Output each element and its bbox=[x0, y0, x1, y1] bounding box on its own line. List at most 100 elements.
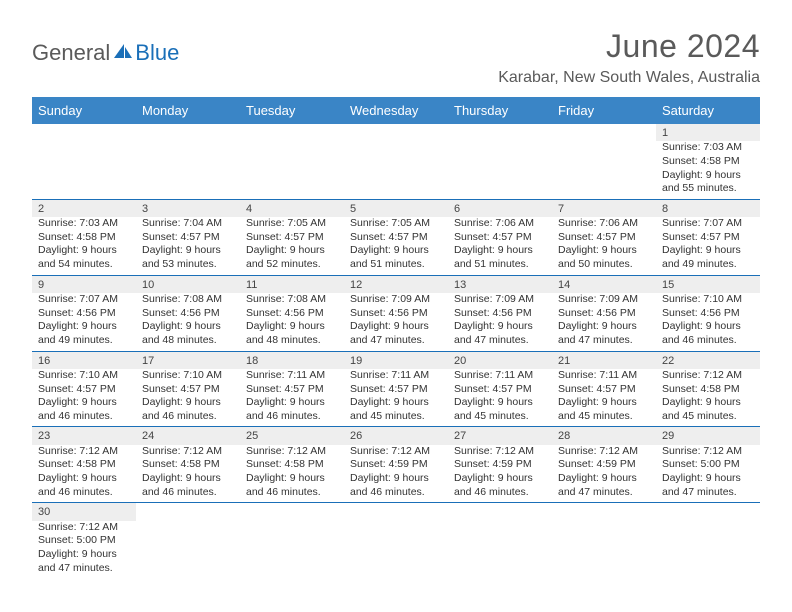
day-info-cell: Sunrise: 7:12 AMSunset: 4:59 PMDaylight:… bbox=[552, 445, 656, 503]
week-info-row: Sunrise: 7:07 AM Sunset: 4:56 PM Daylight:… bbox=[32, 293, 760, 351]
daylight-text: Daylight: 9 hours and 47 minutes. bbox=[350, 320, 442, 347]
day-number-cell: 10 bbox=[136, 275, 240, 293]
sunrise-text: Sunrise: 7:08 AM bbox=[142, 293, 234, 307]
sunrise-text: Sunrise: 7:05 AM bbox=[350, 217, 442, 231]
sunset-text: Sunset: 4:57 PM bbox=[142, 231, 234, 245]
day-info-cell: Sunrise: 7:12 AMSunset: 4:58 PMDaylight:… bbox=[656, 369, 760, 427]
sunset-text: Sunset: 4:57 PM bbox=[38, 383, 130, 397]
day-number-cell bbox=[240, 503, 344, 521]
sunset-text: Sunset: 4:58 PM bbox=[662, 383, 754, 397]
weekday-header-row: SundayMondayTuesdayWednesdayThursdayFrid… bbox=[32, 97, 760, 124]
day-info-cell: Sunrise: 7:10 AMSunset: 4:56 PMDaylight:… bbox=[656, 293, 760, 351]
daylight-text: Daylight: 9 hours and 46 minutes. bbox=[38, 472, 130, 499]
sunrise-text: Sunrise: 7:11 AM bbox=[558, 369, 650, 383]
daylight-text: Daylight: 9 hours and 55 minutes. bbox=[662, 169, 754, 196]
day-number-cell bbox=[136, 503, 240, 521]
sunset-text: Sunset: 4:58 PM bbox=[662, 155, 754, 169]
day-info-cell: Sunrise: 7:09 AMSunset: 4:56 PMDaylight:… bbox=[552, 293, 656, 351]
sunrise-text: Sunrise: 7:06 AM bbox=[558, 217, 650, 231]
sunset-text: Sunset: 4:57 PM bbox=[454, 383, 546, 397]
day-number-cell: 8 bbox=[656, 199, 760, 217]
day-info-cell bbox=[656, 521, 760, 579]
weekday-header: Saturday bbox=[656, 97, 760, 124]
sunrise-text: Sunrise: 7:09 AM bbox=[454, 293, 546, 307]
daylight-text: Daylight: 9 hours and 46 minutes. bbox=[246, 472, 338, 499]
sunrise-text: Sunrise: 7:03 AM bbox=[662, 141, 754, 155]
calendar-body: 1Sunrise: 7:03 AMSunset: 4:58 PMDaylight… bbox=[32, 124, 760, 578]
day-info-cell bbox=[240, 521, 344, 579]
day-info-cell bbox=[136, 521, 240, 579]
title-block: June 2024 Karabar, New South Wales, Aust… bbox=[498, 28, 760, 87]
daylight-text: Daylight: 9 hours and 54 minutes. bbox=[38, 244, 130, 271]
week-daynum-row: 1 bbox=[32, 124, 760, 141]
week-info-row: Sunrise: 7:12 AMSunset: 4:58 PMDaylight:… bbox=[32, 445, 760, 503]
day-info-cell: Sunrise: 7:12 AMSunset: 5:00 PMDaylight:… bbox=[32, 521, 136, 579]
day-number-cell: 3 bbox=[136, 199, 240, 217]
day-number-cell bbox=[552, 503, 656, 521]
sunset-text: Sunset: 5:00 PM bbox=[662, 458, 754, 472]
day-info-cell bbox=[240, 141, 344, 199]
day-number-cell: 30 bbox=[32, 503, 136, 521]
sunset-text: Sunset: 4:56 PM bbox=[662, 307, 754, 321]
day-info-cell bbox=[136, 141, 240, 199]
daylight-text: Daylight: 9 hours and 53 minutes. bbox=[142, 244, 234, 271]
sunset-text: Sunset: 4:57 PM bbox=[558, 383, 650, 397]
daylight-text: Daylight: 9 hours and 45 minutes. bbox=[454, 396, 546, 423]
sunrise-text: Sunrise: 7:12 AM bbox=[246, 445, 338, 459]
sunset-text: Sunset: 4:59 PM bbox=[558, 458, 650, 472]
day-number-cell: 7 bbox=[552, 199, 656, 217]
sunrise-text: Sunrise: 7:12 AM bbox=[38, 521, 130, 535]
day-info-cell: Sunrise: 7:12 AMSunset: 4:58 PMDaylight:… bbox=[32, 445, 136, 503]
daylight-text: Daylight: 9 hours and 45 minutes. bbox=[662, 396, 754, 423]
day-info-cell: Sunrise: 7:07 AMSunset: 4:56 PMDaylight:… bbox=[32, 293, 136, 351]
daylight-text: Daylight: 9 hours and 45 minutes. bbox=[558, 396, 650, 423]
sunrise-text: Sunrise: 7:10 AM bbox=[142, 369, 234, 383]
sunrise-text: Sunrise: 7:11 AM bbox=[350, 369, 442, 383]
day-number-cell: 4 bbox=[240, 199, 344, 217]
day-info-cell bbox=[448, 141, 552, 199]
sunrise-text: Sunrise: 7:11 AM bbox=[246, 369, 338, 383]
day-number-cell bbox=[448, 124, 552, 141]
day-info-cell: Sunrise: 7:03 AMSunset: 4:58 PMDaylight:… bbox=[32, 217, 136, 275]
day-number-cell: 13 bbox=[448, 275, 552, 293]
daylight-text: Daylight: 9 hours and 48 minutes. bbox=[246, 320, 338, 347]
month-title: June 2024 bbox=[498, 28, 760, 65]
sunrise-text: Sunrise: 7:12 AM bbox=[350, 445, 442, 459]
day-number-cell: 11 bbox=[240, 275, 344, 293]
sunrise-text: Sunrise: 7:12 AM bbox=[142, 445, 234, 459]
daylight-text: Daylight: 9 hours and 46 minutes. bbox=[350, 472, 442, 499]
sunrise-text: Sunrise: 7:07 AM bbox=[38, 293, 130, 307]
day-info-cell: Sunrise: 7:11 AMSunset: 4:57 PMDaylight:… bbox=[240, 369, 344, 427]
day-number-cell: 24 bbox=[136, 427, 240, 445]
day-info-cell: Sunrise: 7:12 AMSunset: 5:00 PMDaylight:… bbox=[656, 445, 760, 503]
day-number-cell: 20 bbox=[448, 351, 552, 369]
day-info-cell: Sunrise: 7:12 AMSunset: 4:58 PMDaylight:… bbox=[136, 445, 240, 503]
weekday-header: Friday bbox=[552, 97, 656, 124]
sunrise-text: Sunrise: 7:12 AM bbox=[454, 445, 546, 459]
week-daynum-row: 9101112131415 bbox=[32, 275, 760, 293]
weekday-header: Monday bbox=[136, 97, 240, 124]
day-number-cell: 16 bbox=[32, 351, 136, 369]
daylight-text: Daylight: 9 hours and 46 minutes. bbox=[454, 472, 546, 499]
day-info-cell: Sunrise: 7:06 AMSunset: 4:57 PMDaylight:… bbox=[448, 217, 552, 275]
week-info-row: Sunrise: 7:03 AMSunset: 4:58 PMDaylight:… bbox=[32, 217, 760, 275]
day-number-cell: 29 bbox=[656, 427, 760, 445]
day-number-cell: 26 bbox=[344, 427, 448, 445]
day-info-cell: Sunrise: 7:10 AMSunset: 4:57 PMDaylight:… bbox=[136, 369, 240, 427]
day-info-cell: Sunrise: 7:04 AMSunset: 4:57 PMDaylight:… bbox=[136, 217, 240, 275]
daylight-text: Daylight: 9 hours and 45 minutes. bbox=[350, 396, 442, 423]
week-info-row: Sunrise: 7:10 AMSunset: 4:57 PMDaylight:… bbox=[32, 369, 760, 427]
sunrise-text: Sunrise: 7:09 AM bbox=[350, 293, 442, 307]
day-number-cell: 14 bbox=[552, 275, 656, 293]
day-number-cell: 17 bbox=[136, 351, 240, 369]
daylight-text: Daylight: 9 hours and 46 minutes. bbox=[142, 472, 234, 499]
daylight-text: Daylight: 9 hours and 47 minutes. bbox=[38, 548, 130, 575]
day-number-cell: 19 bbox=[344, 351, 448, 369]
sunrise-text: Sunrise: 7:12 AM bbox=[662, 369, 754, 383]
sunset-text: Sunset: 4:58 PM bbox=[246, 458, 338, 472]
day-info-cell bbox=[552, 141, 656, 199]
daylight-text: Daylight: 9 hours and 46 minutes. bbox=[142, 396, 234, 423]
day-info-cell: Sunrise: 7:11 AMSunset: 4:57 PMDaylight:… bbox=[448, 369, 552, 427]
sunset-text: Sunset: 5:00 PM bbox=[38, 534, 130, 548]
logo-text-general: General bbox=[32, 40, 110, 66]
